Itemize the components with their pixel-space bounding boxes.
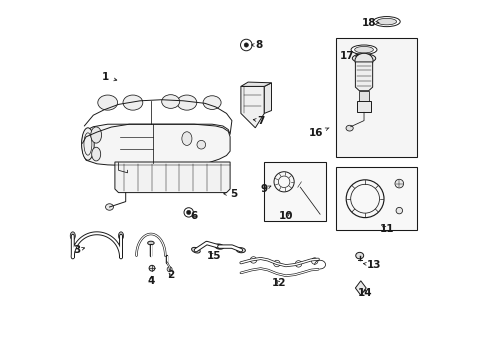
Text: 9: 9: [260, 184, 270, 194]
Polygon shape: [81, 124, 230, 166]
Circle shape: [394, 179, 403, 188]
Text: 10: 10: [278, 211, 292, 221]
Ellipse shape: [105, 204, 113, 210]
Text: 13: 13: [363, 260, 381, 270]
Text: 16: 16: [308, 128, 328, 138]
Circle shape: [295, 261, 301, 267]
Text: 8: 8: [251, 40, 262, 50]
Ellipse shape: [98, 95, 117, 110]
Ellipse shape: [351, 54, 375, 63]
Ellipse shape: [346, 125, 352, 131]
Polygon shape: [241, 86, 264, 128]
Ellipse shape: [149, 265, 155, 271]
Circle shape: [395, 207, 402, 214]
Ellipse shape: [123, 171, 131, 178]
Circle shape: [250, 257, 256, 263]
Ellipse shape: [214, 244, 224, 249]
Polygon shape: [264, 83, 271, 113]
Text: 14: 14: [357, 288, 372, 298]
Circle shape: [240, 39, 251, 51]
Circle shape: [311, 258, 317, 264]
Text: 11: 11: [379, 224, 393, 234]
Circle shape: [186, 210, 190, 215]
Ellipse shape: [372, 17, 399, 27]
Bar: [358, 91, 368, 102]
Ellipse shape: [182, 132, 192, 145]
Ellipse shape: [236, 248, 245, 253]
Circle shape: [167, 267, 172, 272]
Polygon shape: [355, 62, 372, 91]
Ellipse shape: [177, 95, 196, 110]
Ellipse shape: [70, 232, 75, 240]
Circle shape: [273, 260, 280, 267]
Ellipse shape: [354, 46, 373, 53]
Ellipse shape: [162, 95, 179, 108]
Ellipse shape: [123, 95, 142, 110]
Circle shape: [244, 43, 248, 47]
Polygon shape: [115, 162, 230, 193]
Ellipse shape: [354, 53, 372, 68]
Text: 18: 18: [361, 18, 378, 28]
Ellipse shape: [355, 252, 363, 259]
Text: 17: 17: [339, 51, 357, 61]
Ellipse shape: [376, 18, 396, 25]
Bar: [336, 167, 416, 230]
Ellipse shape: [81, 128, 94, 160]
Bar: [356, 101, 370, 112]
Text: 3: 3: [73, 245, 84, 255]
Text: 1: 1: [102, 72, 117, 82]
Circle shape: [183, 208, 193, 217]
Bar: [264, 162, 325, 221]
Polygon shape: [241, 82, 271, 86]
Text: 2: 2: [167, 270, 174, 280]
Text: 6: 6: [190, 211, 197, 221]
Ellipse shape: [147, 241, 154, 245]
Text: 4: 4: [147, 276, 154, 286]
Ellipse shape: [191, 247, 200, 253]
Polygon shape: [355, 281, 366, 295]
Text: 15: 15: [206, 251, 221, 261]
Circle shape: [197, 140, 205, 149]
Ellipse shape: [118, 232, 123, 240]
Text: 5: 5: [224, 189, 237, 199]
Ellipse shape: [350, 45, 376, 54]
Text: 12: 12: [271, 278, 285, 288]
Ellipse shape: [203, 96, 221, 109]
Ellipse shape: [91, 127, 102, 143]
Ellipse shape: [91, 147, 101, 161]
Text: 7: 7: [253, 116, 264, 126]
Bar: [336, 38, 416, 157]
